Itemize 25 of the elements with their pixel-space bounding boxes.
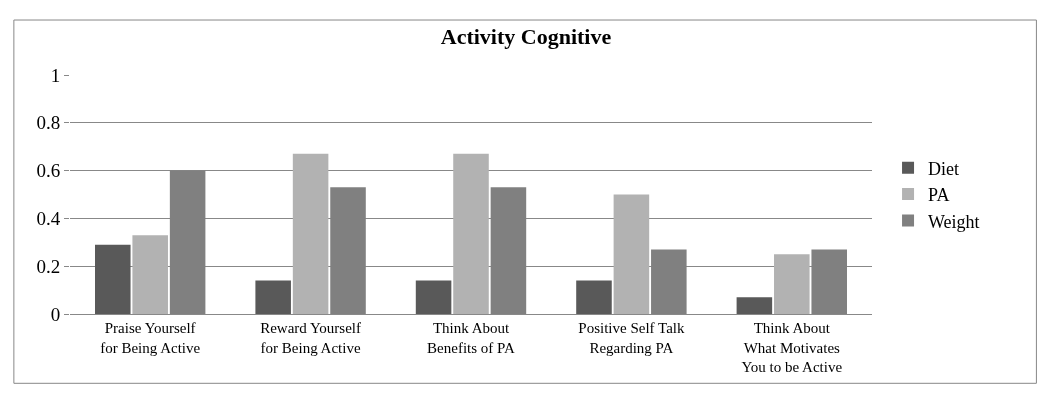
- legend-label: Weight: [928, 211, 980, 232]
- x-tick-label: Positive Self Talk Regarding PA: [578, 320, 685, 356]
- x-tick-label: Praise Yourself for Being Active: [100, 320, 201, 356]
- x-tick-label: Think About What Motivates You to be Active: [741, 320, 843, 375]
- bar: [453, 153, 489, 314]
- y-tick-label: 0.8: [36, 112, 61, 134]
- bar: [95, 244, 131, 314]
- bar: [736, 297, 773, 314]
- y-tick-label: 0.4: [36, 208, 61, 230]
- bar: [132, 235, 168, 314]
- y-tick-label: 0.2: [36, 255, 61, 277]
- y-tick-label: 0: [50, 303, 61, 325]
- x-tick-label: Think About Benefits of PA: [427, 320, 516, 356]
- legend-label: PA: [928, 185, 950, 206]
- bar: [415, 280, 452, 314]
- bar: [774, 254, 810, 314]
- x-tick-label: Reward Yourself for Being Active: [260, 320, 362, 356]
- bar: [576, 280, 612, 314]
- y-tick-label: 0.6: [36, 160, 61, 182]
- bar: [292, 153, 329, 314]
- y-tick-label: 1: [50, 64, 61, 86]
- bar: [613, 194, 650, 314]
- chart-title: Activity Cognitive: [440, 24, 612, 50]
- bar: [255, 280, 291, 314]
- legend-label: Diet: [928, 158, 960, 179]
